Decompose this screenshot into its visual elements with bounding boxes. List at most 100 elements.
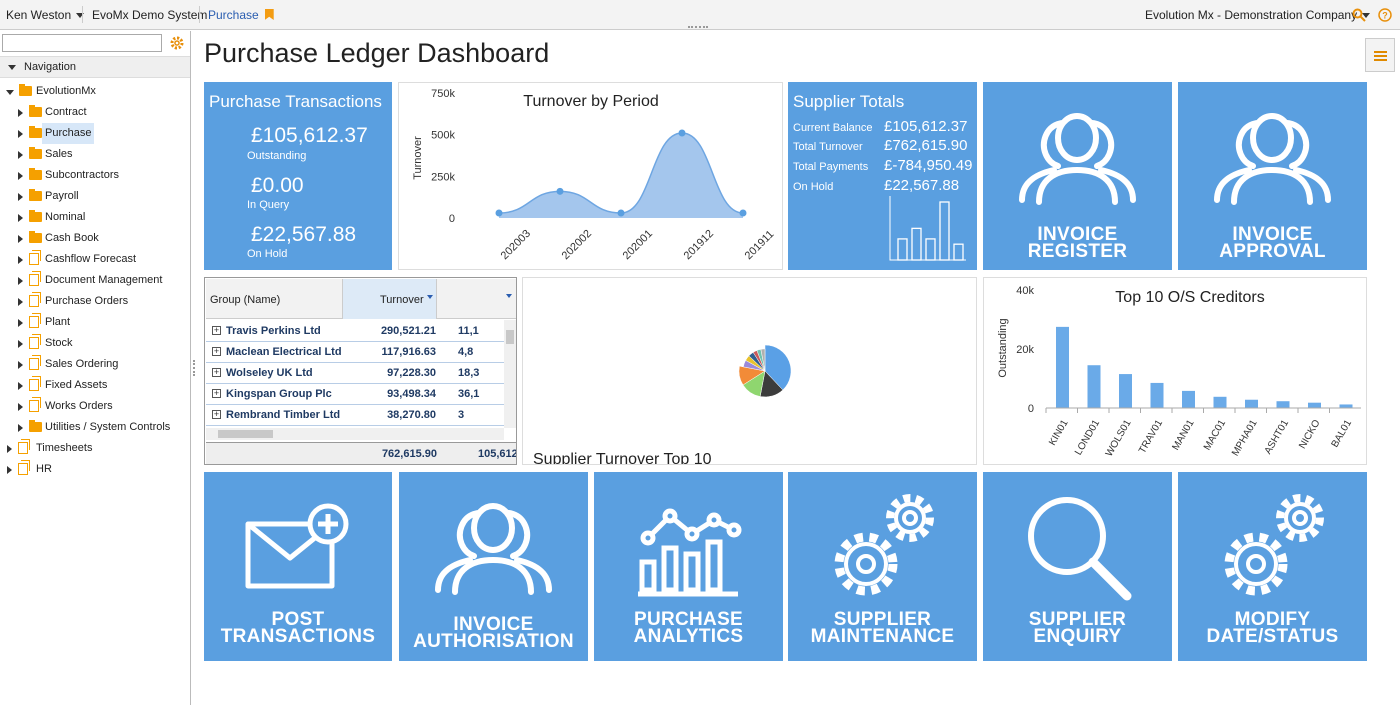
chevron-right-icon[interactable] [18,172,23,180]
users-icon [435,503,552,595]
sidebar-item-utilities-system-controls[interactable]: Utilities / System Controls [0,417,190,438]
table-row[interactable]: + Travis Perkins Ltd 290,521.21 11,1 [206,321,504,342]
column-header-group-name[interactable]: Group (Name) [210,294,281,306]
invoice-approval-tile[interactable]: INVOICE APPROVAL [1178,82,1367,270]
sidebar-item-contract[interactable]: Contract [0,102,190,123]
modify-date-status-tile[interactable]: MODIFY DATE/STATUS [1178,472,1367,661]
column-chooser-icon[interactable] [506,294,512,298]
chevron-right-icon[interactable] [18,130,23,138]
tree-item-hr[interactable]: HR [0,459,190,480]
scrollbar-thumb[interactable] [218,430,273,438]
data-point [556,187,564,195]
expand-icon[interactable]: + [212,388,221,398]
chevron-down-icon[interactable] [6,90,14,95]
invoice-authorisation-tile[interactable]: INVOICE AUTHORISATION [399,472,588,661]
chevron-right-icon[interactable] [18,151,23,159]
chevron-right-icon[interactable] [18,235,23,243]
company-selector[interactable]: Evolution Mx - Demonstration Company [1145,8,1371,22]
table-row[interactable]: + Maclean Electrical Ltd 117,916.63 4,8 [206,342,504,363]
folder-icon [29,231,42,243]
bar [911,227,922,261]
chevron-right-icon[interactable] [18,193,23,201]
purchase-analytics-tile[interactable]: PURCHASE ANALYTICS [594,472,783,661]
chevron-right-icon[interactable] [7,466,12,474]
sidebar-item-nominal[interactable]: Nominal [0,207,190,228]
supplier-enquiry-tile[interactable]: SUPPLIER ENQUIRY [983,472,1172,661]
module-breadcrumb[interactable]: Purchase [208,8,274,22]
horizontal-scrollbar[interactable] [206,428,504,440]
expand-icon[interactable]: + [212,409,221,419]
purchase-transactions-tile[interactable]: Purchase Transactions £105,612.37 Outsta… [204,82,392,270]
chevron-right-icon[interactable] [18,424,23,432]
pie-slice [760,348,766,372]
sidebar-item-subcontractors[interactable]: Subcontractors [0,165,190,186]
system-name[interactable]: EvoMx Demo System [92,8,208,22]
hamburger-menu-button[interactable] [1365,38,1395,72]
column-header-turnover[interactable]: Turnover [342,279,437,319]
table-row[interactable]: + Rembrand Timber Ltd 38,270.80 3 [206,405,504,426]
sidebar-item-cash-book[interactable]: Cash Book [0,228,190,249]
supplier-totals-tile[interactable]: Supplier Totals Current Balance £105,612… [788,82,977,270]
sidebar-item-payroll[interactable]: Payroll [0,186,190,207]
grid-footer: 762,615.90 105,612 [206,442,516,464]
supplier-maintenance-tile[interactable]: SUPPLIER MAINTENANCE [788,472,977,661]
table-row[interactable]: + Wolseley UK Ltd 97,228.30 18,3 [206,363,504,384]
sidebar-splitter[interactable] [193,360,196,376]
vertical-scrollbar[interactable] [504,320,516,428]
expand-icon[interactable]: + [212,346,221,356]
sidebar-item-stock[interactable]: Stock [0,333,190,354]
table-row[interactable]: + Kingspan Group Plc 93,498.34 36,1 [206,384,504,405]
sidebar-item-sales-ordering[interactable]: Sales Ordering [0,354,190,375]
outstanding-value: £105,612.37 [251,124,368,147]
tree-item-label: HR [36,463,52,475]
x-tick-label: 202003 [499,228,533,262]
x-tick-label: 202001 [621,228,655,262]
x-tick-label: TRAV01 [1137,418,1165,456]
bar [939,201,950,261]
chevron-right-icon[interactable] [18,214,23,222]
bar [925,238,936,261]
search-input[interactable] [2,34,162,52]
chevron-right-icon[interactable] [18,109,23,117]
sidebar-item-document-management[interactable]: Document Management [0,270,190,291]
tile-caption-line1: POST [271,609,325,630]
post-transactions-tile[interactable]: POST TRANSACTIONS [204,472,392,661]
expand-icon[interactable]: + [212,367,221,377]
search-icon[interactable] [1352,8,1366,22]
chevron-right-icon[interactable] [18,403,23,411]
sidebar-item-works-orders[interactable]: Works Orders [0,396,190,417]
sidebar-item-purchase[interactable]: Purchase [0,123,190,144]
chevron-right-icon[interactable] [18,298,23,306]
on-hold-label: On Hold [793,181,834,193]
sidebar-item-sales[interactable]: Sales [0,144,190,165]
cell-group-name: Travis Perkins Ltd [226,325,321,337]
users-icon [1214,113,1331,205]
sidebar-item-fixed-assets[interactable]: Fixed Assets [0,375,190,396]
bookmark-icon[interactable] [264,9,274,20]
chevron-right-icon[interactable] [7,445,12,453]
chevron-right-icon[interactable] [18,277,23,285]
sort-desc-icon[interactable] [427,295,433,299]
help-icon[interactable]: ? [1378,8,1392,22]
sidebar-item-purchase-orders[interactable]: Purchase Orders [0,291,190,312]
invoice-register-tile[interactable]: INVOICE REGISTER [983,82,1172,270]
tree-item-evolutionmx[interactable]: EvolutionMx [0,81,190,102]
expand-icon[interactable]: + [212,325,221,335]
scrollbar-thumb[interactable] [506,330,514,344]
y-axis-label: Turnover [412,136,424,180]
sidebar-item-label: Plant [45,316,71,328]
document-icon [29,334,41,349]
chevron-right-icon[interactable] [18,319,23,327]
sidebar-item-plant[interactable]: Plant [0,312,190,333]
user-menu[interactable]: Ken Weston [6,8,85,22]
chevron-right-icon[interactable] [18,382,23,390]
chevron-right-icon[interactable] [18,361,23,369]
tree-item-timesheets[interactable]: Timesheets [0,438,190,459]
resize-handle[interactable] [688,26,708,28]
settings-gear-icon[interactable] [169,35,185,51]
chevron-right-icon[interactable] [18,256,23,264]
sidebar-item-label: Contract [45,106,87,118]
sidebar-item-cashflow-forecast[interactable]: Cashflow Forecast [0,249,190,270]
navigation-header[interactable]: Navigation [0,56,190,78]
chevron-right-icon[interactable] [18,340,23,348]
